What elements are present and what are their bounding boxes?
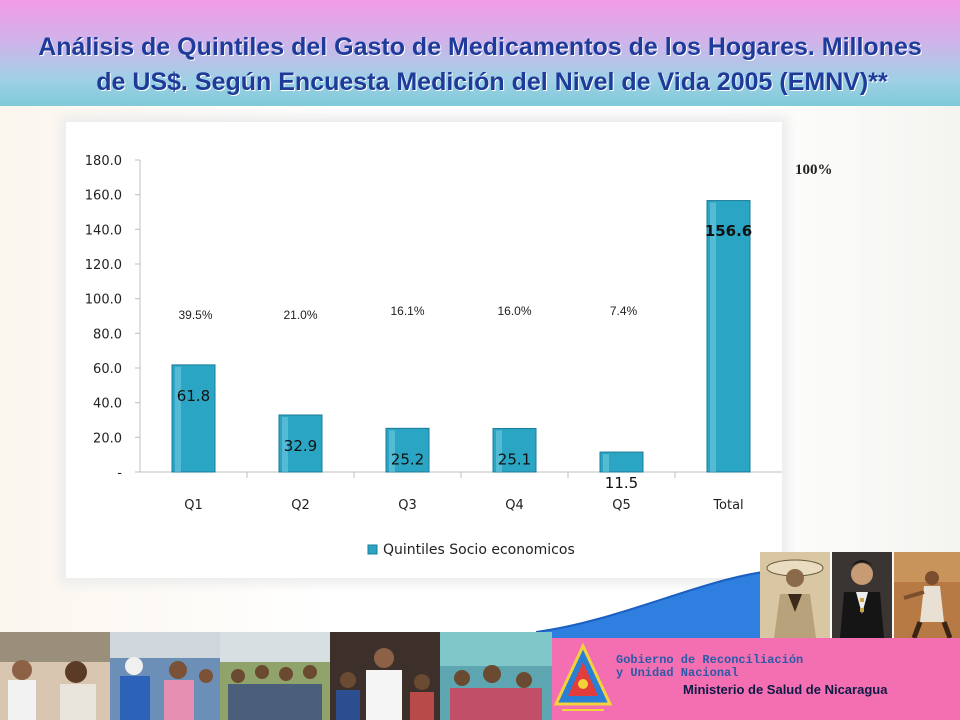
title-band — [0, 0, 960, 106]
y-tick-label: 140.0 — [85, 223, 122, 238]
decorative-wave — [536, 569, 776, 638]
bar-value-label: 25.1 — [498, 450, 531, 468]
photo-nurse-consultation — [330, 632, 440, 720]
x-tick-label: Q1 — [184, 498, 203, 513]
x-tick-label: Q5 — [612, 498, 631, 513]
bar-value-label: 156.6 — [705, 222, 752, 240]
percent-share-label: 7.4% — [610, 304, 638, 318]
bar-value-label: 32.9 — [284, 437, 317, 455]
photo-community-health — [110, 632, 220, 720]
percent-share-label: 39.5% — [178, 308, 212, 322]
bar-highlight — [496, 430, 502, 472]
y-tick-label: 40.0 — [93, 397, 122, 412]
bar — [599, 451, 644, 473]
title-line-1: Análisis de Quintiles del Gasto de Medic… — [38, 33, 922, 61]
y-tick-label: - — [117, 466, 122, 481]
chart-card: - 20.0 40.0 60.0 80.0 100.0 120.0 140.0 160.0 180… — [66, 122, 782, 578]
government-line-2: y Unidad Nacional — [616, 666, 739, 680]
percent-share-label: 16.1% — [390, 304, 424, 318]
y-tick-label: 20.0 — [93, 431, 122, 446]
x-tick-label: Q2 — [291, 498, 310, 513]
bar-chart: - 20.0 40.0 60.0 80.0 100.0 120.0 140.0 160.0 180… — [85, 154, 782, 558]
historical-portraits — [760, 552, 960, 638]
title-line-2: de US$. Según Encuesta Medición del Nive… — [96, 68, 888, 96]
bar-value-label: 25.2 — [391, 450, 424, 468]
legend-swatch — [367, 544, 378, 555]
photo-crowd-outdoors — [220, 632, 330, 720]
nicaragua-emblem-icon — [553, 642, 613, 711]
y-tick-label: 160.0 — [85, 189, 122, 204]
x-tick-label: Total — [712, 498, 743, 513]
y-tick-label: 180.0 — [85, 154, 122, 169]
total-percent-note: 100% — [795, 162, 833, 178]
portrait-photo-2 — [832, 552, 892, 638]
percent-share-label: 21.0% — [283, 308, 317, 322]
y-tick-label: 120.0 — [85, 258, 122, 273]
legend-label: Quintiles Socio economicos — [383, 542, 575, 558]
bar-value-label: 61.8 — [177, 387, 210, 405]
photo-clinic-visit — [0, 632, 110, 720]
y-tick-label: 80.0 — [93, 327, 122, 342]
health-photos-strip — [0, 632, 552, 720]
bar-highlight — [282, 416, 288, 472]
percent-share-label: 16.0% — [497, 304, 531, 318]
x-tick-label: Q3 — [398, 498, 417, 513]
government-banner — [552, 638, 960, 720]
bar-value-label: 11.5 — [605, 474, 638, 492]
slide-title: Análisis de Quintiles del Gasto de Medic… — [0, 30, 960, 100]
portrait-photo-3 — [894, 552, 960, 638]
government-line-1: Gobierno de Reconciliación — [616, 653, 804, 667]
photo-families-waiting — [440, 632, 552, 720]
portrait-photo-1 — [760, 552, 830, 638]
y-tick-label: 100.0 — [85, 293, 122, 308]
bar-highlight — [389, 430, 395, 472]
bar-highlight — [710, 202, 716, 472]
ministry-name: Ministerio de Salud de Nicaragua — [683, 682, 888, 697]
bar-highlight — [175, 366, 181, 472]
y-tick-label: 60.0 — [93, 362, 122, 377]
bar-highlight — [603, 454, 609, 472]
x-tick-label: Q4 — [505, 498, 524, 513]
